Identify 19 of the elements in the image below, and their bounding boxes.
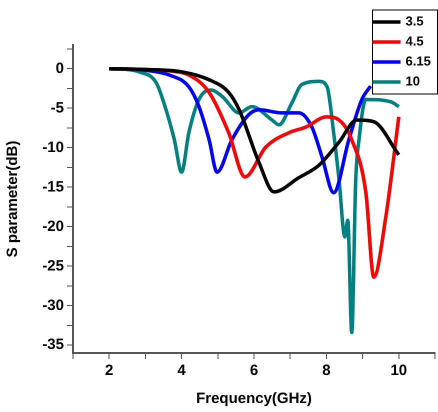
y-tick-label: -25: [42, 257, 64, 274]
x-tick-label: 8: [322, 362, 331, 380]
y-tick-label: -15: [42, 178, 64, 196]
x-tick-label: 6: [250, 362, 258, 380]
y-tick-label: -5: [50, 99, 64, 116]
y-axis-title: S parameter(dB): [4, 140, 22, 258]
y-tick-label: -30: [42, 296, 64, 314]
legend-label: 6.15: [406, 54, 431, 69]
y-tick-label: -35: [42, 336, 64, 354]
x-tick-label: 4: [177, 362, 186, 380]
y-tick-label: -10: [42, 138, 64, 156]
legend-label: 3.5: [406, 14, 424, 29]
x-tick-label: 10: [390, 362, 408, 380]
y-tick-label: 0: [56, 60, 64, 77]
x-tick-label: 2: [105, 362, 114, 380]
x-axis-title: Frequency(GHz): [196, 390, 312, 408]
legend-label: 4.5: [406, 34, 424, 49]
y-tick-label: -20: [42, 218, 64, 235]
legend-label: 10: [406, 74, 420, 89]
